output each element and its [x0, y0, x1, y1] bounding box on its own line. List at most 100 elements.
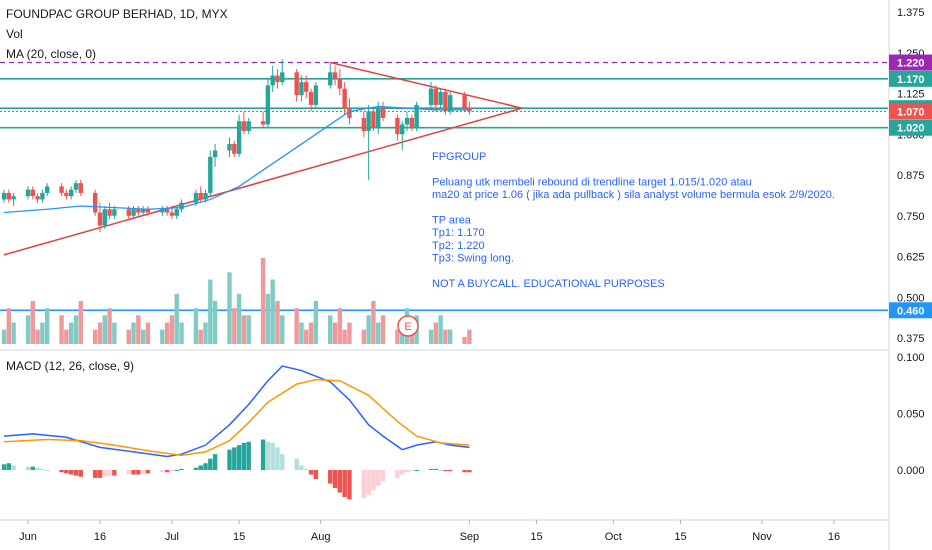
note-line: ma20 at price 1.06 ( jika ada pullback )… [432, 189, 835, 201]
candle-body [179, 202, 184, 210]
candle-body [30, 189, 35, 197]
candle-body [246, 121, 251, 131]
candle-body [433, 88, 438, 105]
volume-bar [59, 315, 64, 344]
macd-histogram-bar [112, 470, 117, 476]
volume-bar [160, 329, 165, 344]
macd-histogram-bar [275, 447, 280, 470]
volume-bar [447, 329, 453, 344]
macd-histogram-bar [35, 467, 40, 470]
macd-histogram-bar [97, 470, 103, 478]
volume-bar [236, 293, 242, 344]
candle-body [308, 91, 314, 105]
volume-bar [232, 308, 237, 344]
candle-body [294, 72, 299, 96]
macd-histogram-bar [380, 470, 386, 482]
macd-histogram-bar [246, 441, 251, 470]
note-line: NOT A BUYCALL. EDUCATIONAL PURPOSES [432, 278, 665, 290]
candle-body [227, 144, 232, 151]
candle-body [174, 209, 179, 216]
candle-body [11, 196, 16, 200]
volume-bar [40, 322, 45, 344]
macd-histogram-bar [404, 470, 410, 473]
macd-histogram-bar [265, 441, 271, 470]
price-tag [889, 119, 932, 136]
volume-bar [328, 315, 333, 344]
volume-bar [126, 329, 131, 344]
volume-bar [438, 315, 443, 344]
time-tick-label: Nov [752, 531, 772, 543]
volume-bar [241, 315, 247, 344]
volume-bar [428, 329, 434, 344]
macd-histogram-bar [409, 470, 415, 472]
macd-histogram-bar [304, 468, 309, 470]
macd-histogram-bar [337, 470, 343, 493]
macd-histogram-bar [92, 470, 98, 478]
macd-histogram-bar [164, 470, 170, 473]
macd-histogram-bar [227, 449, 232, 470]
volume-bar [376, 322, 381, 344]
volume-bar [371, 301, 376, 344]
time-tick-label: Aug [311, 531, 331, 543]
macd-histogram-bar [294, 458, 299, 470]
candle-body [275, 75, 280, 83]
macd-histogram-bar [140, 470, 146, 474]
volume-bar [395, 329, 400, 344]
time-tick-label: 16 [828, 531, 840, 543]
candle-body [140, 209, 146, 213]
macd-histogram-bar [313, 470, 319, 480]
candle-body [462, 95, 467, 109]
ma20-line [3, 105, 470, 214]
volume-bar [380, 315, 386, 344]
macd-histogram-bar [270, 442, 275, 470]
volume-bar [304, 329, 309, 344]
price-tag-label: 1.170 [897, 74, 925, 86]
macd-tick-label: 0.000 [897, 465, 925, 477]
volume-bar [25, 315, 31, 344]
volume-bar [270, 279, 275, 344]
candle-body [92, 192, 98, 213]
candle-body [400, 124, 405, 135]
note-line: Tp1: 1.170 [432, 227, 485, 239]
time-tick-label: 16 [94, 531, 106, 543]
volume-bar [1, 329, 7, 344]
time-tick-label: Jul [165, 531, 179, 543]
price-tag [889, 302, 932, 319]
macd-histogram-bar [136, 470, 141, 475]
candle-body [208, 157, 213, 193]
volume-bar [11, 322, 16, 344]
volume-bar [308, 322, 314, 344]
candle-body [145, 209, 151, 213]
candle-body [447, 95, 453, 112]
candle-body [1, 192, 7, 200]
macd-histogram-bar [366, 470, 371, 495]
volume-bar [467, 329, 472, 344]
candle-body [126, 209, 131, 216]
event-marker[interactable]: E [397, 315, 419, 337]
macd-histogram-bar [73, 470, 79, 476]
candle-body [241, 121, 247, 131]
volume-bar [145, 322, 151, 344]
candle-body [395, 117, 400, 135]
candle-body [380, 108, 386, 118]
candle-body [328, 72, 333, 86]
macd-histogram-bar [40, 468, 45, 470]
volume-bar [208, 279, 213, 344]
macd-histogram-bar [25, 466, 31, 470]
candle-body [40, 192, 45, 200]
candle-body [265, 85, 271, 125]
volume-bar [35, 329, 40, 344]
macd-legend: MACD (12, 26, close, 9) [6, 359, 134, 373]
macd-histogram-bar [414, 470, 419, 471]
candle-body [164, 209, 170, 213]
macd-layer [1, 365, 472, 500]
volume-bar [174, 293, 179, 344]
ma-layer [3, 105, 470, 214]
candle-body [136, 209, 141, 213]
candle-body [304, 82, 309, 92]
candle-body [6, 192, 12, 200]
candle-body [414, 104, 419, 128]
candle-body [280, 72, 285, 83]
